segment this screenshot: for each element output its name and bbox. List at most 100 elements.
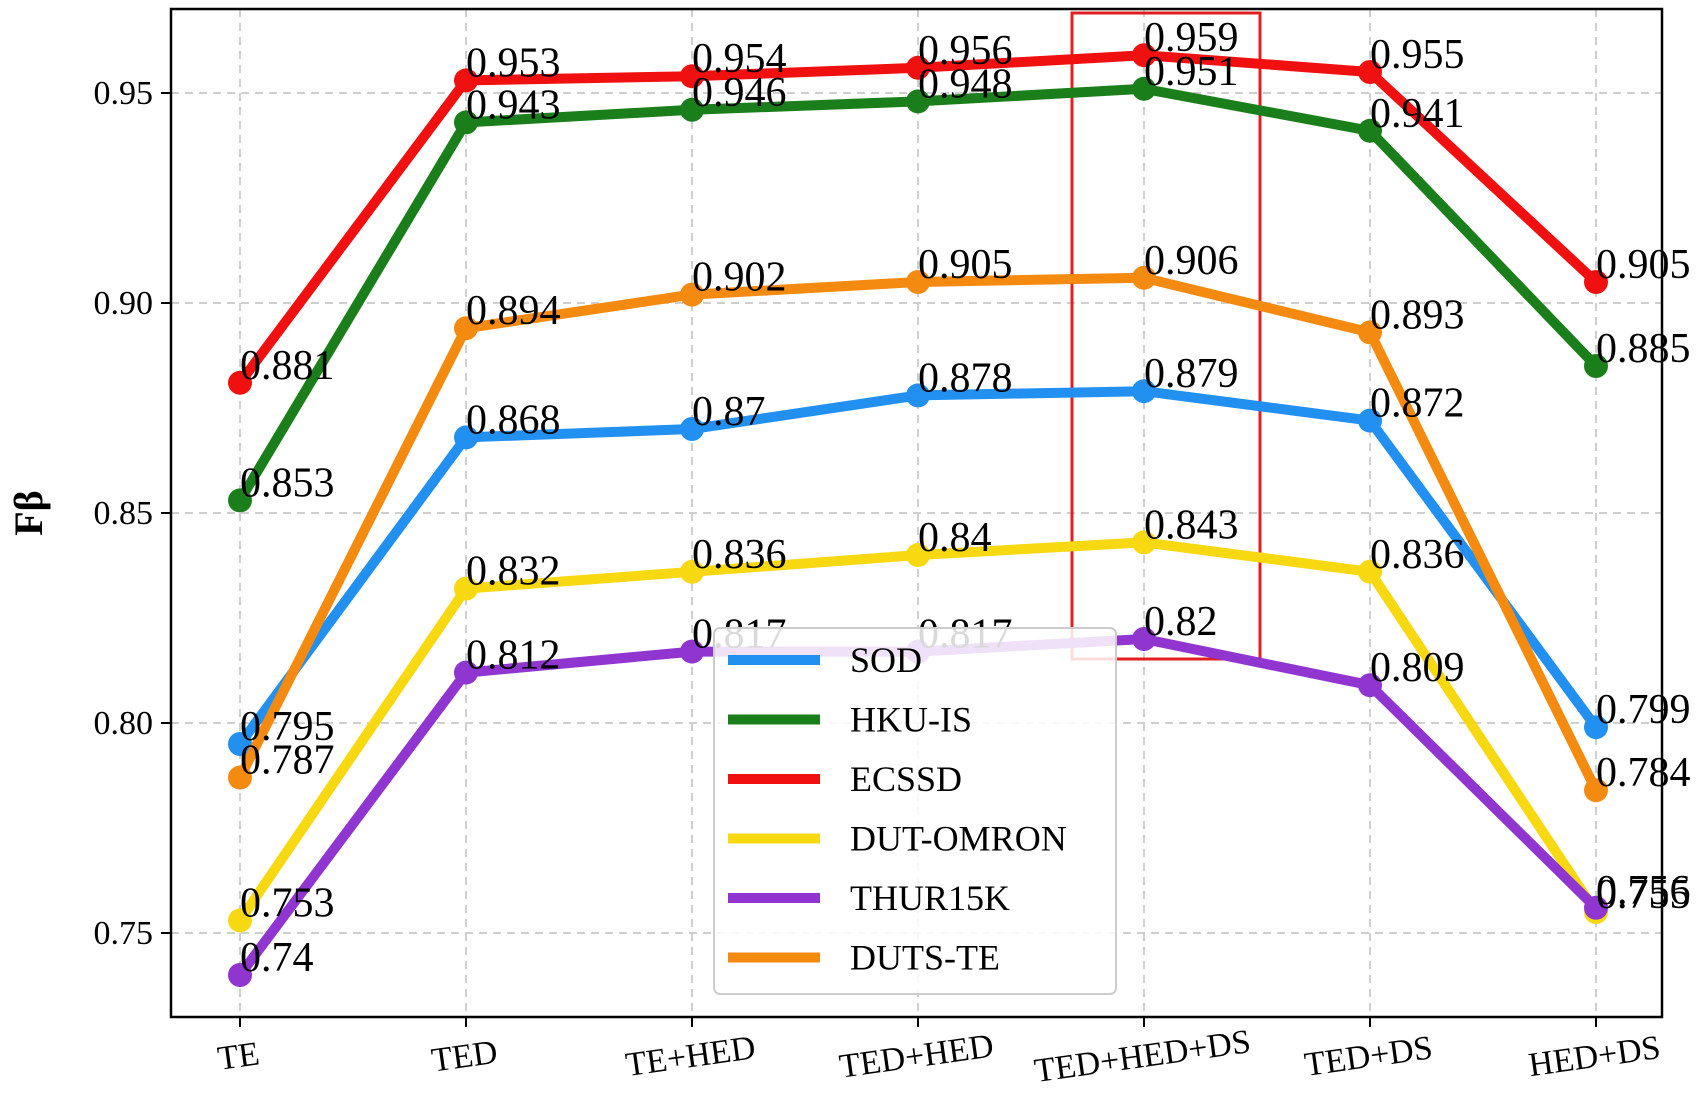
data-label-thur15k: 0.809: [1370, 645, 1465, 691]
data-label-thur15k: 0.74: [240, 935, 314, 981]
data-label-thur15k: 0.756: [1596, 868, 1691, 914]
data-label-hku-is: 0.941: [1370, 91, 1465, 137]
y-tick-label: 0.75: [94, 915, 154, 952]
data-label-sod: 0.872: [1370, 381, 1465, 427]
y-tick-label: 0.95: [94, 75, 154, 112]
x-tick-label: TE+HED: [623, 1029, 757, 1084]
data-label-dut-omron: 0.843: [1144, 502, 1239, 548]
data-point-dut-omron: [1132, 530, 1156, 555]
data-label-ecssd: 0.956: [918, 28, 1013, 74]
data-label-duts-te: 0.906: [1144, 238, 1239, 284]
data-label-hku-is: 0.948: [918, 61, 1013, 107]
data-point-ecssd: [454, 68, 478, 93]
data-point-sod: [1358, 408, 1382, 433]
data-label-dut-omron: 0.836: [692, 532, 787, 578]
data-point-sod: [228, 732, 252, 756]
data-point-dut-omron: [228, 908, 252, 933]
data-label-dut-omron: 0.755: [1596, 872, 1691, 918]
data-point-dut-omron: [454, 576, 478, 601]
data-point-ecssd: [1584, 270, 1608, 294]
legend-label-dut-omron: DUT-OMRON: [850, 819, 1067, 859]
data-point-ecssd: [1358, 60, 1382, 84]
data-point-ecssd: [906, 55, 930, 80]
data-point-sod: [680, 417, 704, 441]
data-point-sod: [906, 383, 930, 408]
data-label-sod: 0.87: [692, 389, 766, 435]
data-point-ecssd: [228, 370, 252, 395]
data-label-ecssd: 0.905: [1596, 242, 1691, 288]
data-label-duts-te: 0.893: [1370, 292, 1465, 338]
data-label-ecssd: 0.953: [466, 40, 561, 86]
data-label-hku-is: 0.951: [1144, 49, 1239, 95]
data-label-ecssd: 0.954: [692, 36, 787, 82]
data-label-dut-omron: 0.753: [240, 880, 335, 926]
data-point-duts-te: [680, 282, 704, 307]
data-point-dut-omron: [906, 543, 930, 567]
legend: SOD HKU-IS ECSSD DUT-OMRON THUR15K DUTS-TE: [713, 627, 1117, 995]
data-point-thur15k: [1584, 895, 1608, 920]
data-point-ecssd: [1132, 43, 1156, 68]
data-point-thur15k: [1358, 673, 1382, 698]
data-point-ecssd: [680, 64, 704, 89]
legend-label-hku-is: HKU-IS: [850, 700, 972, 740]
data-point-sod: [454, 425, 478, 450]
data-point-hku-is: [906, 89, 930, 114]
data-label-ecssd: 0.881: [240, 343, 335, 389]
data-label-dut-omron: 0.832: [466, 549, 561, 595]
data-label-ecssd: 0.955: [1370, 32, 1465, 78]
y-tick-label: 0.80: [94, 705, 154, 742]
data-point-dut-omron: [1358, 559, 1382, 584]
data-label-sod: 0.879: [1144, 351, 1239, 397]
data-point-thur15k: [680, 639, 704, 664]
data-label-sod: 0.868: [466, 397, 561, 443]
data-point-thur15k: [228, 963, 252, 987]
data-label-duts-te: 0.902: [692, 255, 787, 301]
data-label-sod: 0.795: [240, 704, 335, 750]
data-point-duts-te: [906, 270, 930, 294]
data-label-duts-te: 0.905: [918, 242, 1013, 288]
data-label-duts-te: 0.784: [1596, 750, 1691, 796]
data-label-hku-is: 0.943: [466, 82, 561, 128]
data-point-sod: [1584, 715, 1608, 740]
data-point-duts-te: [1132, 265, 1156, 290]
data-label-hku-is: 0.885: [1596, 326, 1691, 372]
data-label-thur15k: 0.812: [466, 633, 561, 679]
data-point-duts-te: [1358, 320, 1382, 345]
y-axis-label: Fβ: [6, 490, 51, 536]
x-tick-label: HED+DS: [1526, 1029, 1662, 1084]
data-label-sod: 0.878: [918, 355, 1013, 401]
legend-label-ecssd: ECSSD: [850, 759, 962, 799]
data-label-dut-omron: 0.836: [1370, 532, 1465, 578]
data-label-sod: 0.799: [1596, 687, 1691, 733]
data-point-duts-te: [228, 765, 252, 790]
data-point-thur15k: [454, 660, 478, 685]
legend-label-sod: SOD: [850, 640, 922, 680]
data-label-duts-te: 0.894: [466, 288, 561, 334]
data-point-sod: [1132, 379, 1156, 404]
highlight-box: [1070, 11, 1262, 661]
data-label-duts-te: 0.787: [240, 738, 335, 784]
x-tick-label: TED+HED+DS: [1032, 1023, 1253, 1090]
legend-label-duts-te: DUTS-TE: [850, 938, 1000, 978]
x-tick-label: TED+DS: [1302, 1029, 1435, 1084]
highlight-layer: [1070, 11, 1262, 661]
legend-label-thur15k: THUR15K: [850, 878, 1010, 918]
data-point-duts-te: [1584, 778, 1608, 803]
data-point-hku-is: [680, 97, 704, 122]
x-tick-label: TED+HED: [837, 1027, 996, 1085]
data-point-hku-is: [228, 488, 252, 513]
data-label-hku-is: 0.946: [692, 70, 787, 116]
data-point-hku-is: [1132, 76, 1156, 101]
data-point-hku-is: [1584, 354, 1608, 378]
data-label-hku-is: 0.853: [240, 460, 335, 506]
data-label-ecssd: 0.959: [1144, 15, 1239, 61]
x-tick-label: TE: [215, 1035, 261, 1077]
data-point-dut-omron: [680, 559, 704, 584]
data-point-hku-is: [454, 110, 478, 135]
data-point-duts-te: [454, 316, 478, 341]
x-tick-label: TED: [429, 1034, 500, 1080]
y-tick-label: 0.90: [94, 285, 154, 322]
data-label-dut-omron: 0.84: [918, 515, 992, 561]
data-point-hku-is: [1358, 118, 1382, 143]
